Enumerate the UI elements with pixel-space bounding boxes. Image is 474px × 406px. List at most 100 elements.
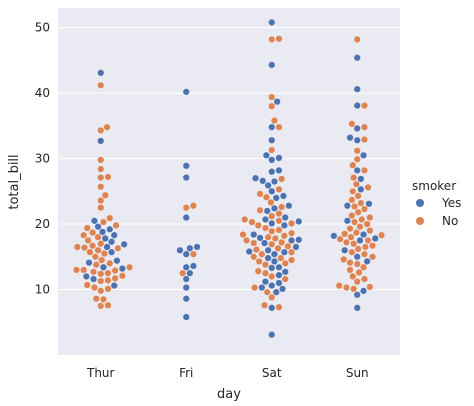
data-point-sun-yes <box>353 102 361 109</box>
data-point-sun-no <box>348 212 356 219</box>
data-point-sat-no <box>250 253 258 261</box>
data-point-sat-yes <box>259 177 267 185</box>
data-point-thur-yes <box>82 272 90 280</box>
data-point-fri-yes <box>193 243 201 251</box>
data-point-sat-no <box>262 261 269 269</box>
x-tick-label-thur: Thur <box>86 366 115 380</box>
data-point-fri-yes <box>189 262 197 270</box>
data-point-sat-yes <box>263 207 271 215</box>
data-point-sun-no <box>361 136 368 144</box>
legend: smoker Yes No <box>412 179 461 228</box>
data-point-thur-yes <box>106 225 114 233</box>
data-point-thur-no <box>97 174 105 182</box>
data-point-thur-no <box>89 229 97 237</box>
data-point-sat-yes <box>288 236 295 244</box>
data-point-sat-yes <box>250 231 258 238</box>
data-point-fri-yes <box>182 295 190 303</box>
data-point-sun-no <box>343 238 350 246</box>
data-point-sun-no <box>361 205 368 213</box>
data-point-sun-no <box>366 283 374 291</box>
data-point-sat-no <box>281 275 289 283</box>
data-point-fri-yes <box>182 263 190 271</box>
data-point-thur-yes <box>120 240 128 248</box>
data-point-sun-yes <box>356 236 364 244</box>
data-point-sat-yes <box>268 123 276 131</box>
data-point-thur-no <box>97 240 105 248</box>
data-point-sat-yes <box>295 236 303 244</box>
data-point-sat-no <box>268 146 276 154</box>
data-point-thur-no <box>90 268 97 276</box>
data-point-thur-yes <box>90 217 98 225</box>
data-point-thur-yes <box>108 238 115 246</box>
data-point-thur-no <box>73 243 81 251</box>
data-point-sat-no <box>264 233 272 241</box>
data-point-sat-no <box>250 239 258 247</box>
data-point-sun-no <box>335 282 343 290</box>
data-point-sun-no <box>350 285 358 293</box>
data-point-thur-no <box>104 285 112 293</box>
data-point-sun-yes <box>353 125 361 132</box>
data-point-sun-no <box>364 236 372 244</box>
data-point-sun-yes <box>343 217 351 225</box>
data-point-sun-no <box>346 266 354 274</box>
y-tick-label-50: 50 <box>35 21 50 35</box>
data-point-sat-no <box>251 284 259 292</box>
data-point-sun-no <box>350 240 358 248</box>
data-point-sat-no <box>261 301 268 309</box>
data-points <box>72 18 385 339</box>
data-point-sat-no <box>278 238 286 246</box>
data-point-fri-no <box>179 269 187 277</box>
data-point-thur-no <box>97 165 105 173</box>
data-point-thur-no <box>83 281 91 289</box>
data-point-sat-no <box>271 235 279 242</box>
data-point-sat-yes <box>268 61 276 69</box>
data-point-sun-no <box>352 180 360 188</box>
data-point-sat-yes <box>262 151 270 159</box>
data-point-fri-no <box>189 250 197 258</box>
data-point-sun-no <box>346 259 354 267</box>
data-point-sun-no <box>354 208 362 216</box>
data-point-sun-no <box>369 253 376 261</box>
data-point-fri-yes <box>182 88 190 96</box>
data-point-thur-no <box>86 248 94 256</box>
data-point-sat-yes <box>252 174 259 182</box>
data-point-thur-no <box>97 302 105 310</box>
data-point-sat-yes <box>280 248 288 256</box>
data-point-thur-no <box>106 214 114 222</box>
data-point-sat-yes <box>268 187 276 195</box>
data-point-fri-yes <box>182 174 190 182</box>
legend-title: smoker <box>412 179 456 193</box>
data-point-thur-yes <box>90 275 97 283</box>
data-point-sun-no <box>353 35 361 43</box>
data-point-sun-yes <box>365 200 373 208</box>
data-point-sun-no <box>353 278 361 286</box>
data-point-sun-no <box>349 161 357 169</box>
data-point-sun-no <box>353 147 361 155</box>
x-tick-label-sun: Sun <box>346 366 369 380</box>
data-point-sat-yes <box>268 18 276 26</box>
data-point-thur-yes <box>118 265 126 273</box>
data-point-sat-yes <box>268 136 276 144</box>
data-point-sat-no <box>258 250 266 258</box>
data-point-sat-yes <box>271 250 278 258</box>
data-point-sat-no <box>243 236 250 244</box>
data-point-thur-no <box>112 221 120 229</box>
data-point-sat-yes <box>256 234 264 242</box>
data-point-sun-yes <box>346 134 354 142</box>
data-point-sat-yes <box>268 304 276 312</box>
data-point-thur-no <box>80 266 88 274</box>
data-point-thur-yes <box>99 228 106 236</box>
data-point-thur-no <box>81 244 88 252</box>
x-tick-label-sat: Sat <box>262 366 282 380</box>
data-point-sun-no <box>361 250 368 258</box>
data-point-thur-no <box>101 191 109 199</box>
data-point-sat-no <box>275 210 283 218</box>
data-point-fri-yes <box>182 214 190 221</box>
data-point-thur-no <box>104 173 112 181</box>
legend-marker-no <box>416 217 424 225</box>
data-point-sat-no <box>255 257 263 265</box>
data-point-thur-no <box>83 224 91 232</box>
data-point-sun-yes <box>360 231 367 238</box>
data-point-sat-no <box>288 229 295 237</box>
data-point-thur-yes <box>85 259 93 267</box>
